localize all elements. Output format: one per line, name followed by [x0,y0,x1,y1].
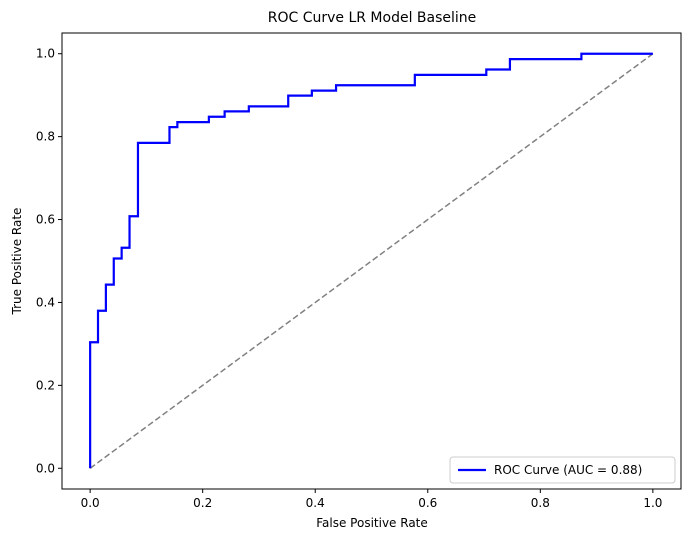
chance-diagonal-line [89,53,654,469]
chart-title: ROC Curve LR Model Baseline [268,10,477,26]
x-tick-label: 0.0 [81,496,100,510]
x-tick-label: 1.0 [643,496,662,510]
y-tick-label: 1.0 [36,47,55,61]
y-axis-label: True Positive Rate [10,208,24,316]
plot-frame [61,32,682,490]
y-tick-label: 0.2 [36,378,55,392]
legend-box [449,456,676,484]
x-axis-label: False Positive Rate [316,516,428,530]
x-tick-label: 0.6 [418,496,437,510]
y-tick-label: 0.4 [36,295,55,309]
x-tick-label: 0.2 [193,496,212,510]
plot-area: 0.0 0.2 0.4 0.6 0.8 1.0 0.0 0.2 0.4 0.6 0.8 1.0 ROC … [36,32,682,510]
legend-label: ROC Curve (AUC = 0.88) [494,463,642,477]
roc-curve-line [89,52,653,469]
x-tick-label: 0.4 [306,496,325,510]
x-tick-label: 0.8 [531,496,550,510]
y-tick-label: 0.8 [36,130,55,144]
y-tick-label: 0.0 [36,461,55,475]
y-tick-label: 0.6 [36,213,55,227]
